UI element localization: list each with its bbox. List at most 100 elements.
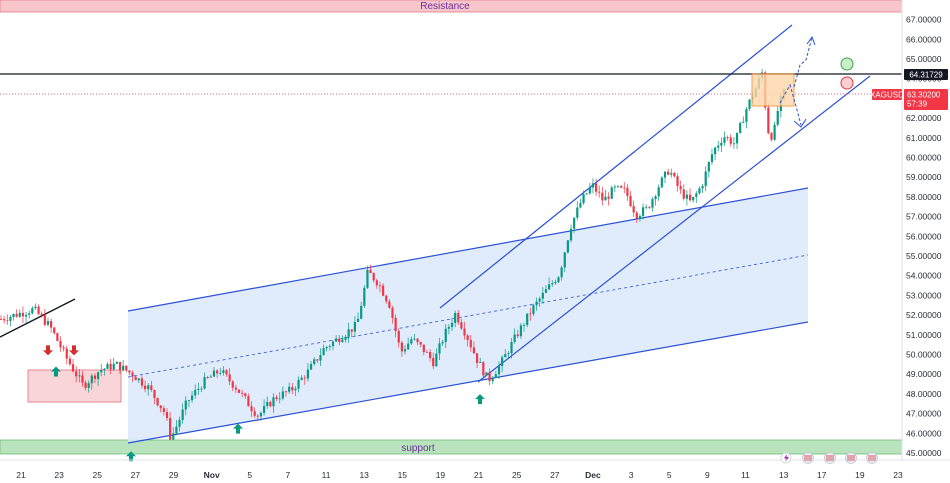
current-price-text: 63.30200 <box>907 91 941 100</box>
candle-body <box>118 361 122 371</box>
price-tick-label: 62.00000 <box>906 113 942 123</box>
candle-body <box>284 391 288 393</box>
candle-body <box>294 388 297 391</box>
candle-body <box>162 408 165 412</box>
candle-body <box>717 145 720 148</box>
candle-body <box>632 206 635 213</box>
time-tick-label: 21 <box>16 470 26 480</box>
candle-body <box>391 307 394 318</box>
candle-body <box>147 385 150 390</box>
candle-body <box>165 411 169 419</box>
time-tick-label: 3 <box>629 470 634 480</box>
time-tick-label: 23 <box>893 470 903 480</box>
candle-body <box>400 342 403 352</box>
candle-body <box>194 389 197 396</box>
candle-body <box>460 322 463 329</box>
time-tick-label: Dec <box>585 470 601 480</box>
candle-body <box>457 312 460 323</box>
candle-body <box>491 377 494 381</box>
candle-body <box>413 338 416 340</box>
candle-body <box>635 212 638 219</box>
candle-body <box>190 395 194 401</box>
candle-body <box>241 392 244 394</box>
candle-body <box>96 372 100 380</box>
candle-body <box>360 305 363 319</box>
candle-body <box>667 171 670 175</box>
candle-body <box>704 171 707 187</box>
candle-body <box>566 240 569 253</box>
event-icons[interactable] <box>780 452 878 464</box>
candle-body <box>156 398 159 406</box>
candle-body <box>428 352 432 359</box>
candle-body <box>291 386 294 391</box>
candle-body <box>278 398 281 400</box>
candle-body <box>626 187 629 196</box>
candle-body <box>726 137 729 139</box>
down-arrow-marker <box>69 345 79 356</box>
candle-body <box>46 321 50 325</box>
candle-body <box>469 339 472 348</box>
candle-body <box>319 355 322 361</box>
time-tick-label: 9 <box>705 470 710 480</box>
candle-body <box>353 321 357 332</box>
candle-body <box>382 285 385 296</box>
candle-body <box>103 368 106 371</box>
candle-body <box>106 363 109 369</box>
candle-body <box>435 353 438 367</box>
candle-body <box>187 400 191 402</box>
candle-body <box>685 194 689 199</box>
candle-body <box>397 330 400 343</box>
time-tick-label: 19 <box>436 470 446 480</box>
candle-body <box>366 269 369 288</box>
candle-body <box>613 186 616 188</box>
candle-body <box>34 306 37 309</box>
candle-body <box>560 267 563 278</box>
candle-body <box>228 374 231 382</box>
candle-body <box>93 375 97 380</box>
candle-body <box>178 419 181 427</box>
up-arrow-marker <box>51 366 61 377</box>
candle-body <box>582 194 585 204</box>
candle-body <box>607 196 610 199</box>
candle-body <box>369 269 372 274</box>
projection-down-path <box>779 83 802 126</box>
time-tick-label: 5 <box>667 470 672 480</box>
candle-body <box>472 347 476 354</box>
time-tick-label: 25 <box>512 470 522 480</box>
black-trendline <box>0 298 76 338</box>
candle-body <box>645 206 648 208</box>
candle-body <box>322 348 325 356</box>
candle-body <box>37 306 40 314</box>
candle-body <box>253 411 256 416</box>
projection-up-arrowhead <box>806 35 816 46</box>
candle-body <box>288 386 291 392</box>
candle-body <box>6 320 9 322</box>
candle-body <box>297 379 300 389</box>
candle-body <box>563 252 566 268</box>
candle-body <box>65 348 68 359</box>
candle-body <box>660 177 663 188</box>
candle-body <box>100 370 103 373</box>
candle-body <box>169 418 172 440</box>
candle-body <box>494 374 497 378</box>
candle-body <box>557 277 560 283</box>
candle-body <box>432 358 435 367</box>
price-tick-label: 66.00000 <box>906 34 942 44</box>
price-tick-label: 45.00000 <box>906 448 942 458</box>
candle-body <box>604 196 607 201</box>
price-tick-label: 59.00000 <box>906 172 942 182</box>
candle-body <box>375 280 378 286</box>
time-tick-label: 7 <box>286 470 291 480</box>
candle-body <box>43 315 46 325</box>
price-tick-label: 49.00000 <box>906 369 942 379</box>
candle-body <box>15 313 18 317</box>
candle-body <box>544 289 548 293</box>
candle-body <box>175 426 178 434</box>
time-tick-label: 17 <box>817 470 827 480</box>
candle-body <box>729 137 732 144</box>
price-tick-label: 53.00000 <box>906 290 942 300</box>
price-tick-label: 54.00000 <box>906 271 942 281</box>
candle-body <box>466 335 469 340</box>
candle-body <box>9 317 12 321</box>
